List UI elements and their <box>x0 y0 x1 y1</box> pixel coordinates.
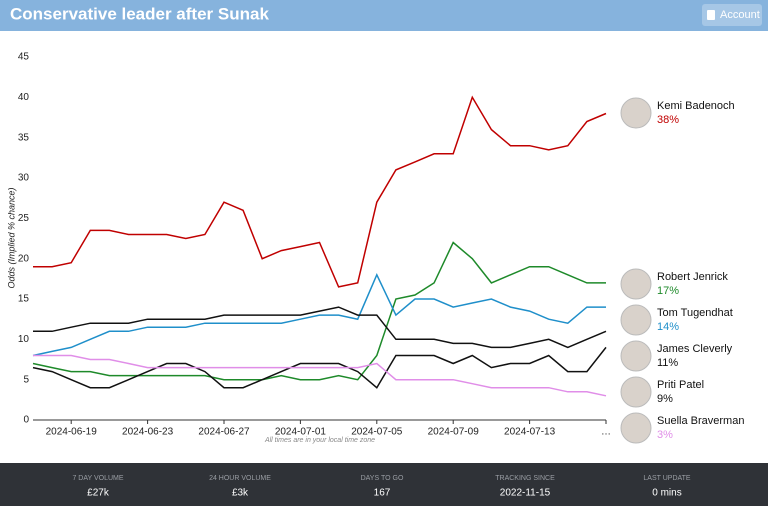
avatar <box>620 376 652 408</box>
legend-entry: Robert Jenrick 17% <box>620 268 728 300</box>
stat-value: £3k <box>232 488 249 499</box>
legend-entry: Suella Braverman 3% <box>620 412 744 444</box>
y-tick-label: 40 <box>18 92 30 103</box>
y-tick-label: 20 <box>18 253 30 264</box>
avatar <box>620 97 652 129</box>
legend-value: 14% <box>657 321 679 333</box>
x-tick-label: 2024-07-13 <box>504 427 556 438</box>
y-tick-label: 15 <box>18 294 30 305</box>
stat-value: 2022-11-15 <box>500 488 551 499</box>
series-line <box>32 272 606 357</box>
series-line <box>32 241 606 381</box>
y-axis-label: Odds (Implied % chance) <box>6 187 16 288</box>
header-bar <box>0 0 768 31</box>
avatar <box>620 412 652 444</box>
legend-value: 3% <box>657 429 673 441</box>
stat-value: 0 mins <box>652 488 681 499</box>
y-tick-label: 45 <box>18 52 30 63</box>
footer-bar <box>0 463 768 506</box>
stat-label: TRACKING SINCE <box>495 475 555 482</box>
x-tick-label: 2024-06-23 <box>122 427 174 438</box>
legend-value: 11% <box>657 357 678 369</box>
y-tick-label: 0 <box>23 415 29 426</box>
y-tick-label: 30 <box>18 173 30 184</box>
x-tick-label: 2024-06-27 <box>198 427 250 438</box>
avatar <box>620 340 652 372</box>
y-tick-label: 10 <box>18 334 30 345</box>
account-button-bg[interactable] <box>702 4 762 26</box>
account-button[interactable]: Account <box>702 4 762 26</box>
legend-value: 38% <box>657 114 679 126</box>
legend-name: Priti Patel <box>657 379 704 391</box>
legend-entry: James Cleverly 11% <box>620 340 733 372</box>
legend-entry: Tom Tugendhat 14% <box>620 304 733 336</box>
chart-title: Conservative leader after Sunak <box>10 4 269 23</box>
y-tick-label: 5 <box>23 374 29 385</box>
avatar <box>620 304 652 336</box>
legend-value: 9% <box>657 393 673 405</box>
legend-name: Suella Braverman <box>657 415 744 427</box>
avatar <box>620 268 652 300</box>
legend-name: James Cleverly <box>657 343 733 355</box>
stat-value: 167 <box>374 488 391 499</box>
x-tick-label: 2024-07-09 <box>428 427 480 438</box>
account-icon[interactable] <box>707 10 715 20</box>
x-tick-label: … <box>601 427 611 438</box>
x-tick-label: 2024-07-01 <box>275 427 327 438</box>
legend-entry: Priti Patel 9% <box>620 376 704 408</box>
x-tick-label: 2024-06-19 <box>46 427 98 438</box>
x-tick-label: 2024-07-05 <box>351 427 403 438</box>
time-note: All times are in your local time zone <box>264 437 375 444</box>
stat-value: £27k <box>87 488 110 499</box>
stat-label: 24 HOUR VOLUME <box>209 475 271 482</box>
series-line <box>33 354 607 397</box>
series-line <box>32 346 607 389</box>
legend-name: Robert Jenrick <box>657 271 728 283</box>
series-line <box>33 306 607 349</box>
stat-label: LAST UPDATE <box>643 475 691 482</box>
legend-name: Tom Tugendhat <box>657 307 733 319</box>
y-tick-label: 35 <box>18 132 30 143</box>
series-line <box>33 95 607 288</box>
y-tick-label: 25 <box>18 213 30 224</box>
legend-entry: Kemi Badenoch 38% <box>620 97 735 129</box>
account-label[interactable]: Account <box>720 9 760 21</box>
legend-name: Kemi Badenoch <box>657 100 735 112</box>
stat-label: DAYS TO GO <box>361 475 404 482</box>
stat-label: 7 DAY VOLUME <box>72 475 123 482</box>
legend-value: 17% <box>657 285 679 297</box>
